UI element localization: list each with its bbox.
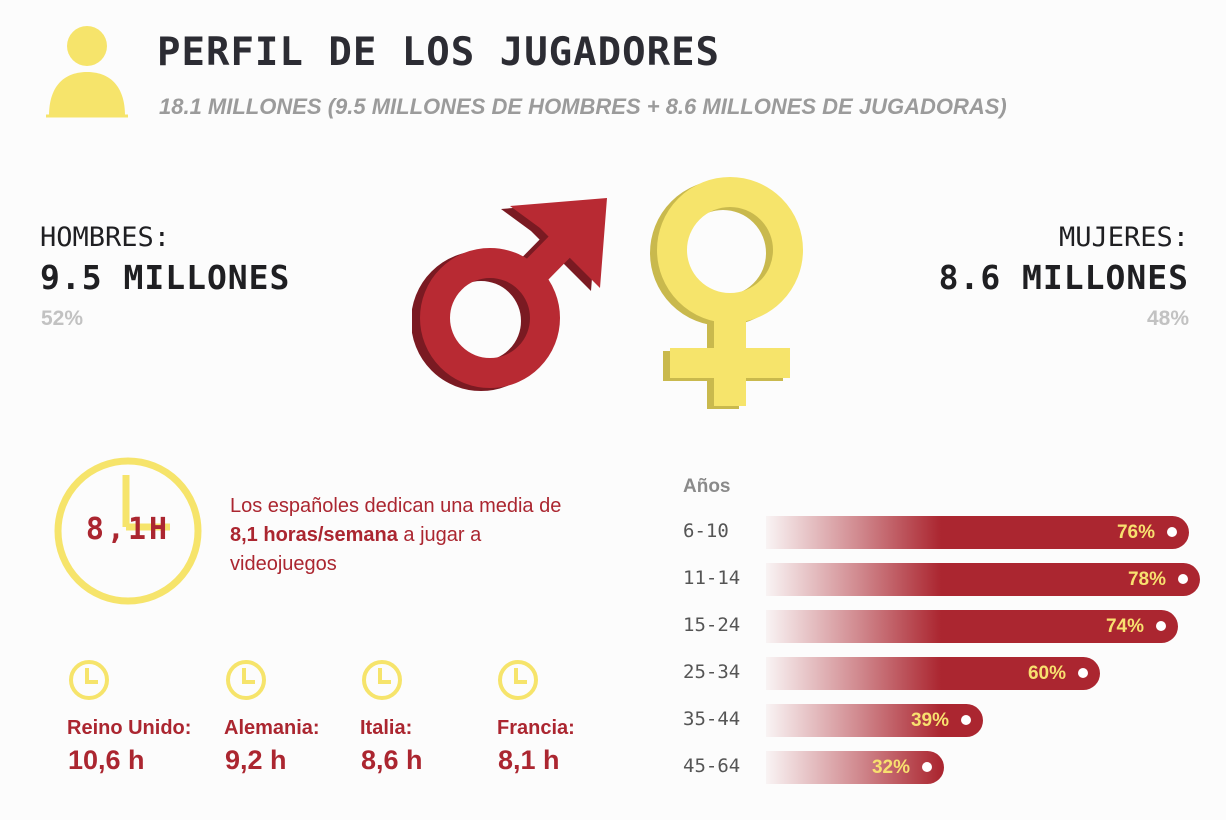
female-symbol-icon (650, 177, 803, 409)
age-bar-end-dot (1156, 621, 1166, 631)
male-symbol-icon (412, 198, 607, 391)
country-hours: 10,6 h (68, 745, 145, 775)
country-name: Alemania: (224, 717, 320, 739)
age-bar-value-label: 78% (1127, 569, 1166, 590)
clock-icon (498, 660, 538, 700)
age-bar-end-dot (1178, 574, 1188, 584)
age-category-label: 15-24 (683, 614, 741, 636)
age-bar-end-dot (961, 715, 971, 725)
age-bar (766, 516, 1189, 549)
clock-icon (362, 660, 402, 700)
country-name: Italia: (360, 717, 413, 739)
age-category-label: 35-44 (683, 708, 741, 730)
clock-icon (69, 660, 109, 700)
age-bar (766, 657, 1100, 690)
clock-icon (54, 457, 202, 605)
age-bar-end-dot (922, 762, 932, 772)
page-title: PERFIL DE LOS JUGADORES (157, 30, 721, 75)
user-icon (46, 26, 128, 118)
age-bar (766, 704, 983, 737)
average-hours-value: 8,1H (85, 512, 171, 547)
country-name: Reino Unido: (67, 717, 192, 739)
age-category-label: 11-14 (683, 567, 741, 589)
age-bar (766, 610, 1178, 643)
country-hours: 9,2 h (225, 745, 287, 775)
age-bar-value-label: 39% (910, 710, 949, 731)
men-percentage: 52% (41, 307, 84, 330)
men-value: 9.5 MILLONES (40, 258, 291, 297)
page-subtitle: 18.1 MILLONES (9.5 MILLONES DE HOMBRES +… (159, 94, 1007, 119)
country-hours: 8,6 h (361, 745, 423, 775)
age-bar-end-dot (1078, 668, 1088, 678)
age-bar (766, 751, 944, 784)
women-value: 8.6 MILLONES (938, 258, 1189, 297)
age-bar-value-label: 74% (1105, 616, 1144, 637)
chart-title: Años (683, 476, 731, 497)
age-bar (766, 563, 1200, 596)
women-label: MUJERES: (1058, 222, 1189, 253)
age-category-label: 45-64 (683, 755, 741, 777)
age-bar-value-label: 32% (871, 757, 910, 778)
country-hours: 8,1 h (498, 745, 560, 775)
age-bar-end-dot (1167, 527, 1177, 537)
women-percentage: 48% (1146, 307, 1189, 330)
country-name: Francia: (497, 717, 575, 739)
age-bar-value-label: 76% (1116, 522, 1155, 543)
clock-icon (226, 660, 266, 700)
men-label: HOMBRES: (40, 222, 171, 253)
average-hours-description: Los españoles dedican una media de 8,1 h… (230, 495, 562, 575)
age-category-label: 6-10 (683, 520, 729, 542)
age-bar-value-label: 60% (1027, 663, 1066, 684)
age-category-label: 25-34 (683, 661, 741, 683)
